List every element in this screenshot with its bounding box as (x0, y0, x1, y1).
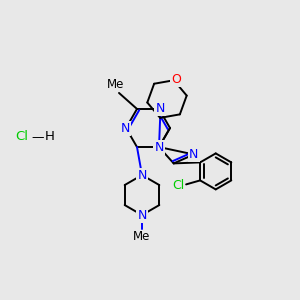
Text: Cl: Cl (16, 130, 28, 143)
Text: Me: Me (133, 230, 151, 243)
Text: N: N (189, 148, 199, 161)
Text: Cl: Cl (172, 179, 184, 192)
Text: N: N (120, 122, 130, 134)
Text: N: N (154, 141, 164, 154)
Text: N: N (137, 169, 147, 182)
Text: —: — (32, 131, 44, 145)
Text: N: N (137, 208, 147, 222)
Text: Me: Me (107, 78, 125, 92)
Text: O: O (171, 73, 181, 86)
Text: H: H (45, 130, 55, 143)
Text: N: N (155, 102, 165, 116)
